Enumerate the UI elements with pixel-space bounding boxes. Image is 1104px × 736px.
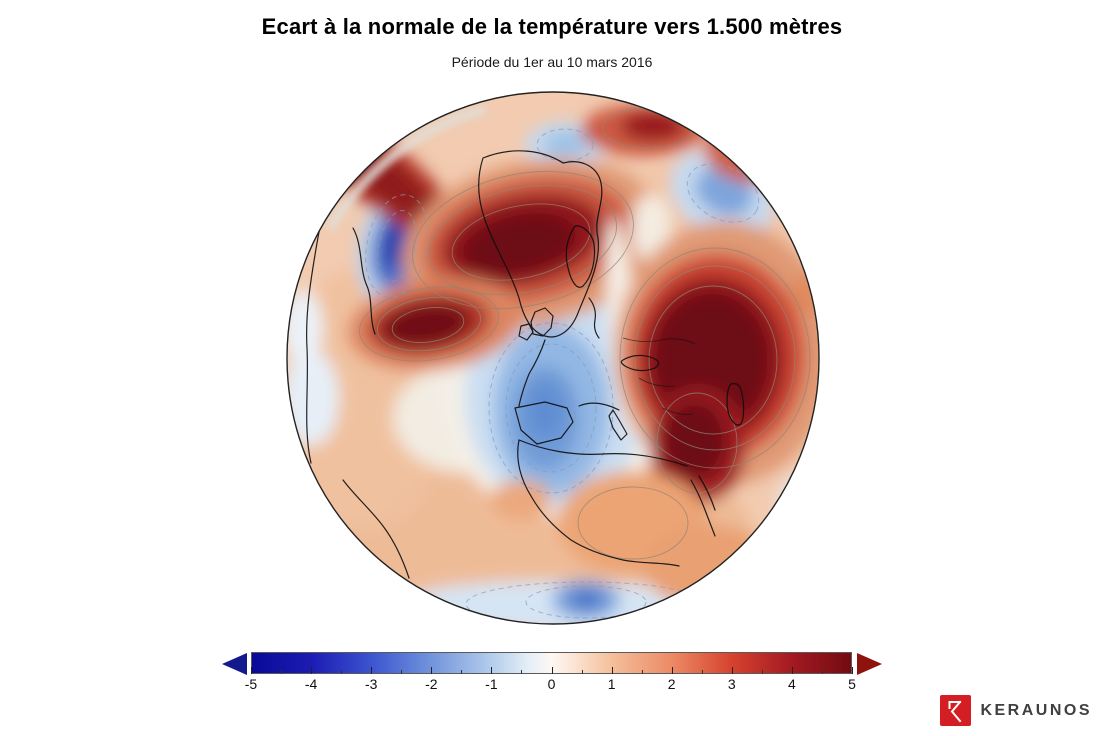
coast-south-america bbox=[342, 479, 410, 579]
contour-positive bbox=[634, 265, 796, 451]
anomaly-blob-neutral-gap-north bbox=[631, 194, 671, 262]
colorbar-ticks bbox=[251, 652, 853, 674]
anomaly-blob-greenland-maroon bbox=[461, 212, 577, 276]
coast-baltic bbox=[588, 297, 600, 339]
page-title: Ecart à la normale de la température ver… bbox=[261, 14, 843, 39]
anomaly-blob-westafrica-orange bbox=[491, 480, 551, 520]
anomaly-blob-top-red-core bbox=[621, 111, 685, 141]
colorbar-tick-label: -5 bbox=[244, 676, 258, 692]
colorbar-tick-label: 3 bbox=[727, 676, 736, 692]
coastlines bbox=[306, 147, 745, 579]
contour-negative bbox=[365, 194, 429, 298]
colorbar-left-arrow-icon bbox=[222, 653, 247, 675]
keraunos-logo: KERAUNOS bbox=[940, 695, 1092, 726]
anomaly-blob-right-red-spot bbox=[792, 271, 819, 315]
anomaly-field bbox=[287, 104, 819, 624]
contour-positive bbox=[619, 247, 811, 469]
country-borders bbox=[622, 337, 696, 415]
contour-positive bbox=[376, 296, 482, 352]
contour-negative bbox=[536, 128, 594, 162]
coast-labrador bbox=[352, 227, 376, 335]
coast-greenland bbox=[478, 150, 603, 338]
contour-lines bbox=[359, 107, 811, 624]
colorbar: -5 -4 -3 -2 -1 0 1 2 3 4 5 bbox=[220, 650, 892, 698]
anomaly-blob-labrador-blue-core bbox=[381, 215, 409, 269]
anomaly-blob-iberia-blue-spot bbox=[527, 382, 563, 438]
colorbar-tick-label: -4 bbox=[304, 676, 318, 692]
stylized-k-icon bbox=[940, 695, 972, 726]
colorbar-tick-label: 0 bbox=[547, 676, 556, 692]
colorbar-tick-label: 2 bbox=[667, 676, 676, 692]
globe-svg bbox=[286, 91, 820, 625]
coast-caspian bbox=[726, 383, 745, 426]
contour-positive bbox=[648, 285, 778, 435]
coast-north-africa bbox=[518, 439, 688, 467]
coast-west-africa bbox=[517, 439, 680, 567]
contour-positive bbox=[577, 486, 689, 560]
anomaly-blob-atlantic-maroon bbox=[382, 303, 470, 347]
anomaly-blob-bottomright-orange bbox=[643, 524, 773, 608]
contour-positive bbox=[391, 306, 465, 344]
coast-black-sea bbox=[620, 354, 660, 372]
contour-positive bbox=[451, 203, 591, 281]
coast-france bbox=[518, 339, 546, 407]
colorbar-tick-label: 1 bbox=[607, 676, 616, 692]
colorbar-labels: -5 -4 -3 -2 -1 0 1 2 3 4 5 bbox=[245, 676, 856, 696]
contour-negative bbox=[488, 322, 614, 494]
colorbar-tick-label: -2 bbox=[425, 676, 438, 692]
contour-negative bbox=[505, 343, 597, 473]
terminator-band bbox=[325, 104, 488, 232]
colorbar-tick-label: -3 bbox=[364, 676, 378, 692]
anomaly-blob-left-pale-blue2 bbox=[287, 290, 323, 366]
anomaly-blob-bottom-blue-core bbox=[569, 589, 603, 609]
anomaly-blob-svalbard-blue-core bbox=[543, 131, 587, 157]
colorbar-right-arrow-icon bbox=[857, 653, 882, 675]
coast-uk bbox=[530, 307, 554, 337]
contour-positive bbox=[359, 286, 499, 362]
colorbar-tick-label: 5 bbox=[848, 676, 856, 692]
logo-brand-text: KERAUNOS bbox=[980, 701, 1092, 719]
anomaly-blob-left-pale-blue bbox=[287, 350, 339, 446]
coast-ireland bbox=[518, 323, 534, 341]
contour-negative bbox=[686, 163, 760, 223]
globe-rim bbox=[286, 91, 820, 625]
colorbar-tick-label: -1 bbox=[485, 676, 498, 692]
coast-scandinavia bbox=[565, 225, 596, 288]
colorbar-tick-label: 4 bbox=[787, 676, 796, 692]
coast-italy bbox=[608, 409, 628, 441]
coast-iberia bbox=[514, 401, 574, 445]
coast-red-sea bbox=[690, 475, 716, 537]
globe-map bbox=[283, 88, 823, 628]
contour-negative bbox=[525, 585, 647, 619]
contour-positive bbox=[656, 392, 738, 494]
contour-negative bbox=[518, 373, 576, 459]
page-subtitle: Période du 1er au 10 mars 2016 bbox=[451, 54, 653, 70]
contour-positive bbox=[428, 184, 618, 296]
coast-med-north bbox=[578, 402, 620, 411]
contour-positive bbox=[412, 170, 634, 310]
contour-negative bbox=[377, 210, 417, 282]
